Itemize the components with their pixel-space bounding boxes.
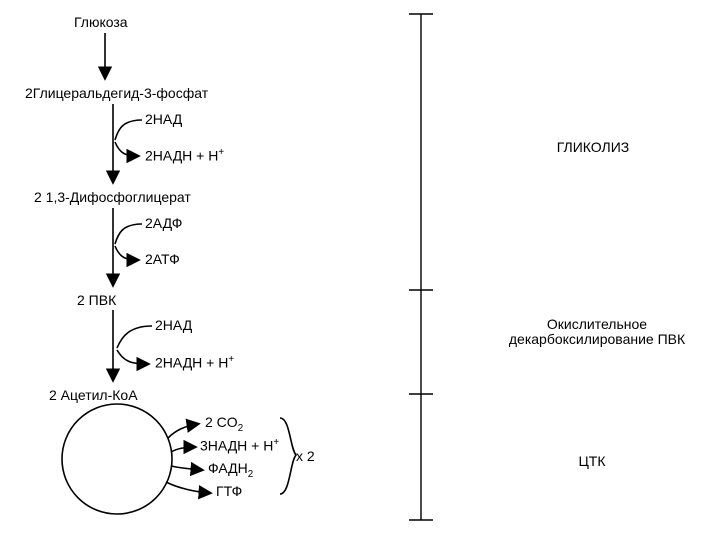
side-nad1-out-text: 2НАДН + Н <box>145 148 218 164</box>
side-nad2-out-text: 2НАДН + Н <box>155 355 228 371</box>
side-nad1-out: 2НАДН + Н+ <box>145 148 224 164</box>
cycle-out-nadh: 3НАДН + Н+ <box>200 438 279 454</box>
node-acoa: 2 Ацетил-КоА <box>49 388 138 403</box>
node-glucose: Глюкоза <box>74 15 128 30</box>
cycle-out-fadh-sub: 2 <box>248 469 253 480</box>
cycle-out-nadh-sup: + <box>273 437 279 448</box>
side-adp-in: 2АДФ <box>145 216 182 231</box>
cycle-out-fadh: ФАДН2 <box>208 461 253 481</box>
node-bpg: 2 1,3-Дифосфоглицерат <box>34 190 191 205</box>
side-adp-out: 2АТФ <box>145 252 180 267</box>
side-nad1-out-sup: + <box>218 147 224 158</box>
stage-glycolysis: ГЛИКОЛИЗ <box>518 140 668 155</box>
cycle-out-nadh-text: 3НАДН + Н <box>200 438 273 454</box>
cycle-out-gtp: ГТФ <box>216 484 242 499</box>
side-nad1-in: 2НАД <box>145 112 182 127</box>
cycle-out-co2-sub: 2 <box>238 423 243 434</box>
cycle-out-co2-text: 2 CO <box>205 414 238 430</box>
stage-oxidative-decarb: Окислительное декарбоксилирование ПВК <box>502 317 692 348</box>
side-nad2-out-sup: + <box>228 354 234 365</box>
cycle-out-co2: 2 CO2 <box>205 415 243 435</box>
node-gap: 2Глицеральдегид-3-фосфат <box>25 86 208 101</box>
stage-tca: ЦТК <box>562 454 622 469</box>
cycle-multiplier: х 2 <box>296 449 315 464</box>
side-nad2-in: 2НАД <box>155 318 192 333</box>
cycle-out-fadh-text: ФАДН <box>208 460 248 476</box>
node-pvk: 2 ПВК <box>77 293 116 308</box>
side-nad2-out: 2НАДН + Н+ <box>155 355 234 371</box>
